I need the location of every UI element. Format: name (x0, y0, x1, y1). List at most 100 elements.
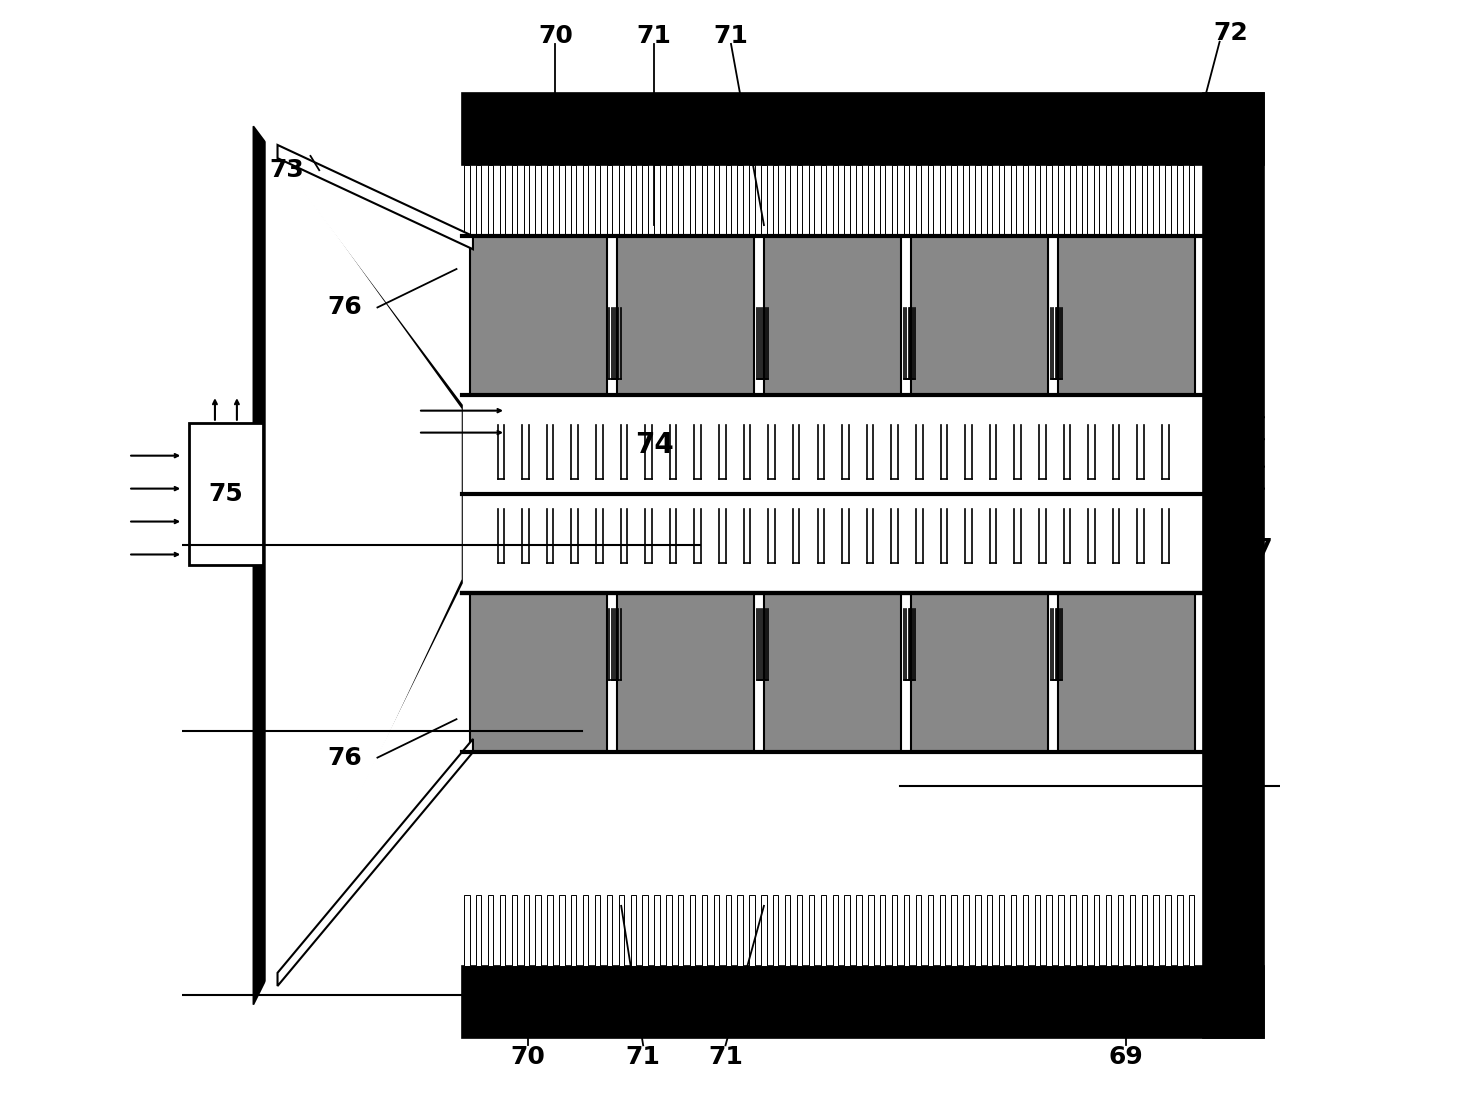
Bar (737, 165, 743, 236)
Bar (572, 895, 576, 966)
Bar (547, 895, 553, 966)
Bar (535, 895, 541, 966)
Bar (572, 165, 576, 236)
Bar (1154, 895, 1159, 966)
Bar (1177, 165, 1183, 236)
Bar (868, 165, 874, 236)
Bar (911, 593, 1048, 752)
Bar (512, 165, 518, 236)
Bar (1010, 165, 1016, 236)
Bar (642, 895, 648, 966)
Bar (488, 165, 493, 236)
Text: 73: 73 (269, 158, 304, 182)
Bar (1165, 895, 1171, 966)
Bar (952, 165, 956, 236)
Bar (617, 236, 754, 395)
Bar (762, 895, 766, 966)
Bar (1105, 165, 1111, 236)
Bar (927, 895, 933, 966)
Bar (500, 895, 506, 966)
Bar (940, 895, 944, 966)
Bar (607, 165, 613, 236)
Bar (702, 895, 708, 966)
Bar (1082, 165, 1088, 236)
Bar (547, 165, 553, 236)
Text: 75: 75 (209, 482, 243, 506)
Bar (963, 165, 969, 236)
Bar (477, 165, 481, 236)
Bar (987, 895, 993, 966)
Bar (702, 165, 708, 236)
Bar (880, 895, 886, 966)
Bar (765, 593, 901, 752)
Bar (1142, 895, 1146, 966)
Bar (820, 895, 826, 966)
Bar (523, 165, 529, 236)
Bar (762, 165, 766, 236)
Bar (500, 165, 506, 236)
Bar (857, 165, 861, 236)
Text: 76: 76 (327, 295, 363, 320)
Bar (560, 895, 564, 966)
Bar (820, 165, 826, 236)
Bar (189, 423, 263, 565)
Bar (560, 165, 564, 236)
Bar (1094, 895, 1099, 966)
Bar (1023, 165, 1028, 236)
Bar (512, 895, 518, 966)
Bar (667, 895, 671, 966)
Bar (857, 895, 861, 966)
Bar (630, 165, 636, 236)
Text: 71: 71 (708, 1045, 743, 1069)
Bar (773, 895, 778, 966)
Bar (892, 895, 898, 966)
Bar (737, 895, 743, 966)
Bar (1203, 93, 1263, 1038)
Bar (642, 165, 648, 236)
Polygon shape (278, 739, 474, 986)
Bar (618, 895, 624, 966)
Bar (1058, 895, 1064, 966)
Bar (535, 165, 541, 236)
Bar (462, 494, 1203, 593)
Bar (1118, 165, 1123, 236)
Bar (975, 165, 981, 236)
Bar (1070, 895, 1076, 966)
Bar (904, 165, 909, 236)
Bar (904, 895, 909, 966)
Bar (1047, 895, 1051, 966)
Bar (868, 895, 874, 966)
Bar (690, 895, 696, 966)
Bar (595, 895, 601, 966)
Bar (808, 895, 814, 966)
Bar (477, 895, 481, 966)
Bar (832, 165, 838, 236)
Bar (1154, 165, 1159, 236)
Bar (1058, 165, 1064, 236)
Text: 71: 71 (713, 24, 749, 48)
Bar (488, 895, 493, 966)
Polygon shape (278, 145, 474, 249)
Bar (927, 165, 933, 236)
Bar (1010, 895, 1016, 966)
Bar (750, 165, 754, 236)
Bar (1082, 895, 1088, 966)
Bar (1118, 895, 1123, 966)
Bar (785, 895, 791, 966)
Bar (462, 395, 1203, 494)
Bar (892, 165, 898, 236)
Bar (655, 895, 659, 966)
Bar (630, 895, 636, 966)
Bar (750, 895, 754, 966)
Text: 71: 71 (637, 24, 671, 48)
Bar (618, 165, 624, 236)
Bar (1189, 895, 1194, 966)
Bar (987, 165, 993, 236)
Text: 69: 69 (1108, 1045, 1143, 1069)
Bar (845, 895, 849, 966)
Bar (583, 165, 588, 236)
Bar (808, 165, 814, 236)
Bar (940, 165, 944, 236)
Bar (583, 895, 588, 966)
Bar (725, 165, 731, 236)
